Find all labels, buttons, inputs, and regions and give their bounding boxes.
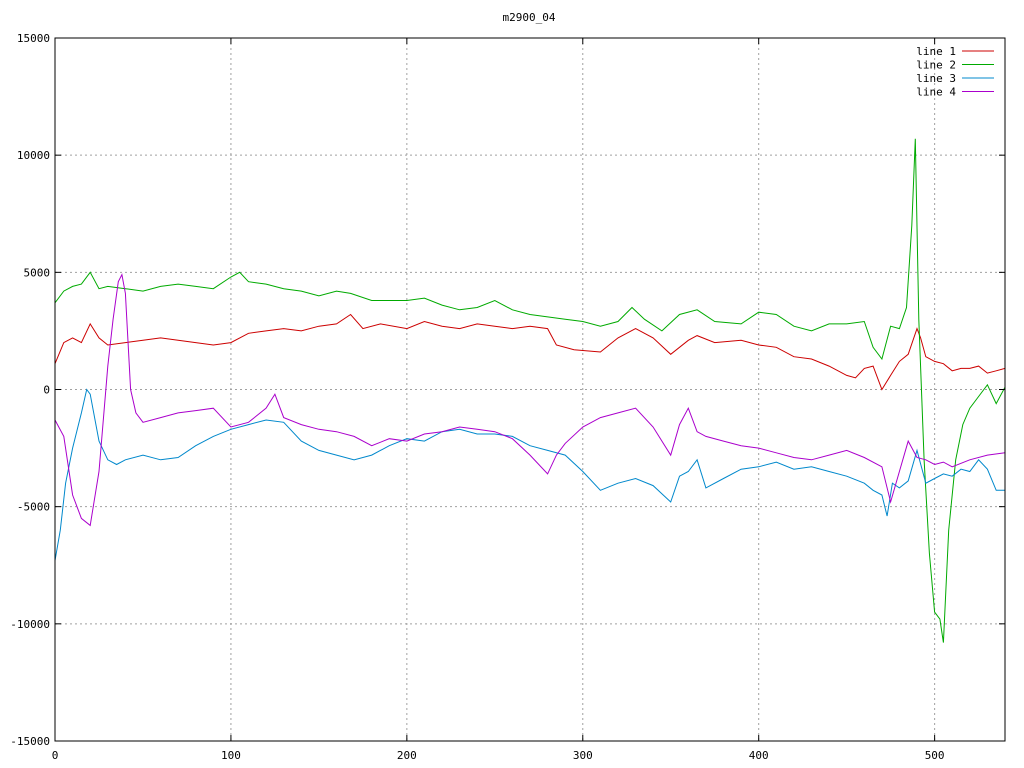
axis-ticks: -15000 -10000 -5000 0 5000 10000 15000 0 100 200 3… [10, 32, 1005, 762]
legend-label-4: line 4 [916, 86, 956, 99]
y-tick-label: 10000 [17, 149, 50, 162]
x-tick-label: 400 [749, 749, 769, 762]
series-line-4 [54, 273, 1006, 527]
series-lines [54, 138, 1006, 643]
x-tick-label: 300 [573, 749, 593, 762]
x-tick-label: 200 [397, 749, 417, 762]
x-tick-label: 0 [52, 749, 59, 762]
y-tick-label: -15000 [10, 735, 50, 748]
y-tick-label: -5000 [17, 501, 50, 514]
y-tick-label: 15000 [17, 32, 50, 45]
chart-title: m2900_04 [503, 11, 556, 24]
y-tick-label: -10000 [10, 618, 50, 631]
series-line-3 [54, 388, 1005, 561]
legend-label-2: line 2 [916, 59, 956, 72]
x-tick-label: 100 [221, 749, 241, 762]
legend-label-1: line 1 [916, 45, 956, 58]
legend-label-3: line 3 [916, 72, 956, 85]
series-line-1 [54, 313, 1006, 391]
grid [55, 38, 1005, 741]
x-tick-label: 500 [925, 749, 945, 762]
y-tick-label: 5000 [24, 266, 51, 279]
y-tick-label: 0 [43, 384, 50, 397]
series-line-2 [54, 138, 1006, 643]
